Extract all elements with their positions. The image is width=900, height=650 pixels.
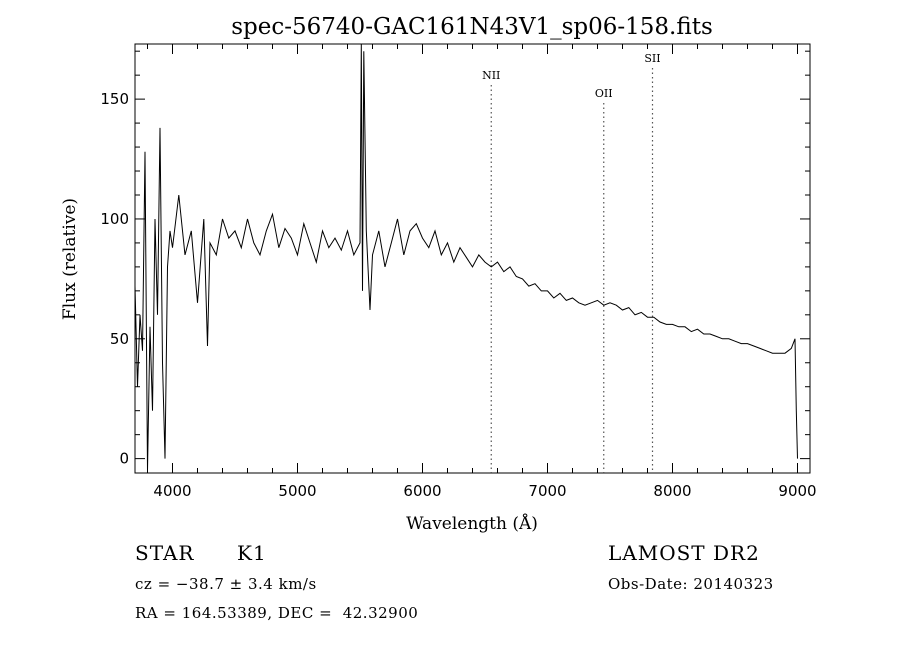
marker-label-oii: OII xyxy=(595,87,613,100)
y-tick-label: 150 xyxy=(100,90,129,108)
x-tick-label: 9000 xyxy=(778,482,816,500)
spectrum-series-line xyxy=(135,44,798,471)
x-tick-label: 5000 xyxy=(278,482,316,500)
y-tick-label: 100 xyxy=(100,210,129,228)
x-tick-label: 8000 xyxy=(653,482,691,500)
x-tick-label: 6000 xyxy=(403,482,441,500)
y-tick-label: 50 xyxy=(110,330,129,348)
survey-name: LAMOST DR2 xyxy=(608,541,760,565)
marker-label-sii: SII xyxy=(644,52,660,65)
plot-frame xyxy=(134,43,811,474)
marker-label-nii: NII xyxy=(482,69,500,82)
y-tick-label: 0 xyxy=(119,450,129,468)
redshift-velocity: cz = −38.7 ± 3.4 km/s xyxy=(135,575,317,593)
chart-title: spec-56740-GAC161N43V1_sp06-158.fits xyxy=(231,14,713,40)
x-axis-label: Wavelength (Å) xyxy=(406,513,538,534)
object-class: STAR xyxy=(135,541,195,565)
y-axis-label: Flux (relative) xyxy=(60,198,80,320)
x-tick-label: 4000 xyxy=(153,482,191,500)
x-tick-label: 7000 xyxy=(528,482,566,500)
subclass: K1 xyxy=(237,541,267,565)
obs-date: Obs-Date: 20140323 xyxy=(608,575,774,593)
coordinates: RA = 164.53389, DEC = 42.32900 xyxy=(135,604,419,622)
